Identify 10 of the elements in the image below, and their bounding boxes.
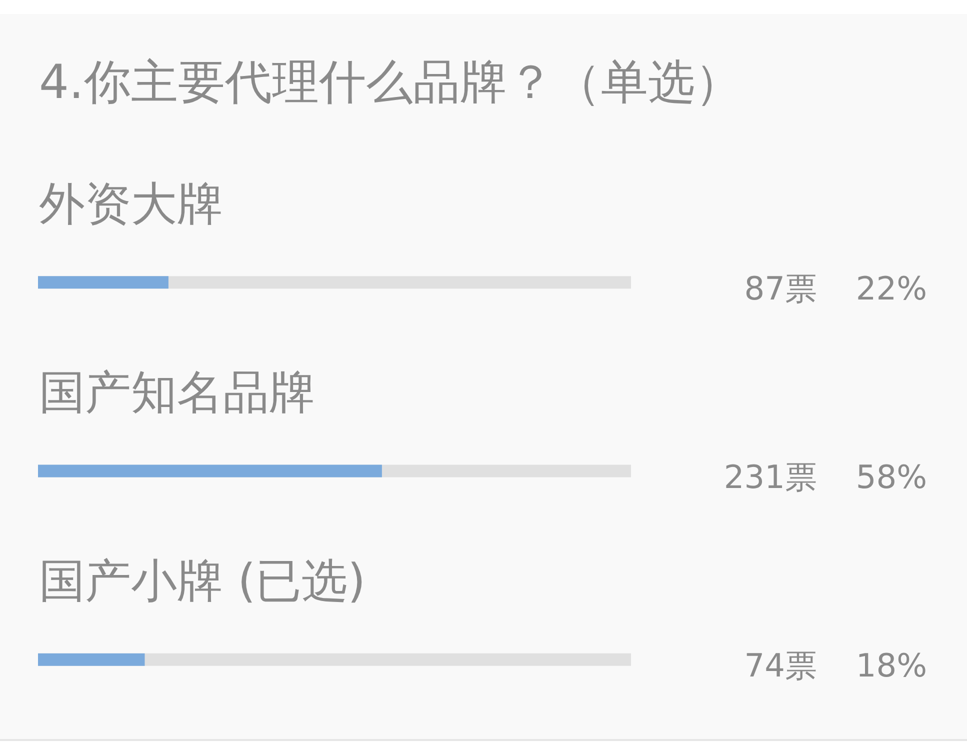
- y-tick-label: 国产知名品牌: [39, 365, 315, 419]
- data-label: 22%: [856, 269, 927, 308]
- y-tick-label: 外资大牌: [39, 176, 223, 230]
- data-label: 58%: [856, 458, 927, 496]
- data-label: 18%: [856, 646, 927, 685]
- text: 74票: [744, 646, 817, 685]
- text: 87票: [744, 269, 817, 308]
- chart-title: 4.你主要代理什么品牌？（单选）: [39, 55, 742, 110]
- text: 231票: [724, 458, 817, 496]
- y-tick-label: 国产小牌 (已选): [39, 554, 366, 608]
